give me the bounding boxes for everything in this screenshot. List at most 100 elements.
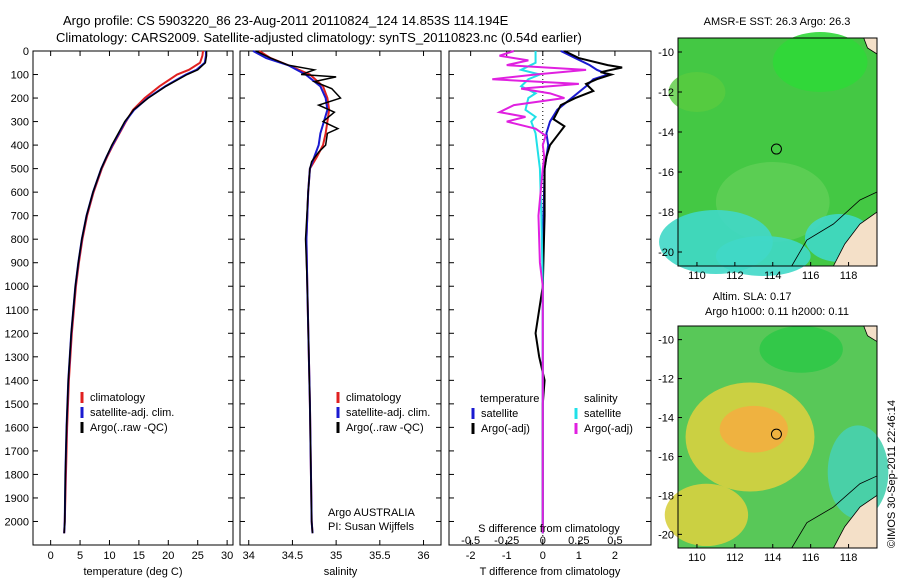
diff-s-tick-label: -0.25: [494, 535, 519, 547]
depth-tick-label: 600: [11, 187, 29, 199]
diff-t-argo-line: [534, 50, 623, 534]
temperature-plot-frame: [32, 50, 234, 546]
sst_map-xtick-label: 118: [840, 270, 858, 282]
depth-tick-label: 1700: [5, 446, 29, 458]
depth-tick-label: 800: [11, 234, 29, 246]
sla_map-frame: [677, 325, 878, 549]
temp-argo-line: [63, 51, 208, 534]
temperature-legend-label: climatology: [90, 392, 146, 404]
argo-country-label: Argo AUSTRALIA: [328, 507, 415, 519]
sst_map-xtick-label: 116: [802, 270, 820, 282]
salinity-xtick-label: 35: [330, 550, 342, 562]
sst_map-ytick-label: -18: [658, 207, 674, 219]
sst_map-field: [659, 32, 878, 276]
depth-tick-label: 700: [11, 211, 29, 223]
salinity-xtick-label: 34: [243, 550, 255, 562]
sst_map-xtick-label: 110: [688, 270, 706, 282]
sla_map-field-patch: [664, 483, 749, 547]
diff-s-argo-line: [492, 50, 587, 534]
diff-legend-label: satellite: [481, 408, 518, 420]
imos-credit: ©IMOS 30-Sep-2011 22:46:14: [886, 400, 898, 548]
salinity-xtick-label: 36: [417, 550, 429, 562]
depth-tick-label: 300: [11, 117, 29, 129]
sst_map-ytick-label: -12: [658, 87, 674, 99]
diff-s-axis-label: S difference from climatology: [478, 523, 620, 535]
depth-tick-label: 1600: [5, 422, 29, 434]
diff-legend-label: satellite: [584, 408, 621, 420]
sla_map-xtick-label: 114: [764, 552, 782, 564]
depth-tick-label: 200: [11, 93, 29, 105]
sla_map-xtick-label: 118: [840, 552, 858, 564]
differences-xtick-label: 2: [612, 550, 618, 562]
salinity-xlabel: salinity: [324, 566, 358, 578]
sla_map-field-patch: [759, 326, 843, 373]
sla_map-isobath: [791, 475, 878, 549]
depth-tick-label: 1100: [5, 305, 29, 317]
temperature-xtick-label: 5: [77, 550, 83, 562]
temperature-legend-label: satellite-adj. clim.: [90, 407, 174, 419]
sst_map-ytick-label: -14: [658, 127, 674, 139]
sst_map-xtick-label: 114: [764, 270, 782, 282]
header-line-1: Argo profile: CS 5903220_86 23-Aug-2011 …: [63, 13, 509, 28]
depth-tick-label: 1900: [5, 493, 29, 505]
sst_map-argo-marker: [770, 143, 782, 155]
depth-tick-label: 1300: [5, 352, 29, 364]
sla_map-xtick-label: 112: [726, 552, 744, 564]
depth-tick-label: 1200: [5, 328, 29, 340]
differences-xtick-label: 1: [576, 550, 582, 562]
sla_map-ytick-label: -16: [658, 451, 674, 463]
differences-xtick-label: -2: [466, 550, 476, 562]
temperature-xtick-label: 10: [103, 550, 115, 562]
temperature-xtick-label: 15: [133, 550, 145, 562]
temperature-xlabel: temperature (deg C): [83, 566, 182, 578]
depth-tick-label: 100: [11, 70, 29, 82]
sst_map-frame: [677, 37, 878, 267]
temperature-xtick-label: 0: [48, 550, 54, 562]
depth-tick-label: 400: [11, 140, 29, 152]
sst_map-xtick-label: 112: [726, 270, 744, 282]
sla-map-title: Altim. SLA: 0.17: [713, 291, 792, 303]
diff-legend-temperature-title: temperature: [480, 393, 539, 405]
sla_map-field-patch: [827, 425, 889, 519]
sst_map-ytick-label: -16: [658, 167, 674, 179]
salinity-xtick-label: 34.5: [282, 550, 303, 562]
sst-map-title: AMSR-E SST: 26.3 Argo: 26.3: [704, 16, 851, 28]
diff-legend-label: Argo(-adj): [481, 423, 530, 435]
sal-argo-line: [255, 50, 342, 534]
diff-s-tick-label: -0.5: [461, 535, 480, 547]
depth-tick-label: 1500: [5, 399, 29, 411]
depth-tick-label: 1400: [5, 375, 29, 387]
depth-tick-label: 1000: [5, 281, 29, 293]
header-line-2: Climatology: CARS2009. Satellite-adjuste…: [56, 30, 582, 45]
diff-s-tick-label: 0.5: [607, 535, 622, 547]
temperature-xtick-label: 30: [221, 550, 233, 562]
depth-tick-label: 500: [11, 164, 29, 176]
diff-s-tick-label: 0: [540, 535, 546, 547]
sla_map-field-patch: [719, 405, 788, 453]
sla_map-xtick-label: 116: [802, 552, 820, 564]
sla_map-ytick-label: -14: [658, 413, 674, 425]
salinity-legend-label: Argo(..raw -QC): [346, 422, 424, 434]
diff-legend-salinity-title: salinity: [584, 393, 618, 405]
differences-xtick-label: -1: [502, 550, 512, 562]
sla_map-ytick-label: -10: [658, 335, 674, 347]
depth-tick-label: 2000: [5, 516, 29, 528]
depth-tick-label: 900: [11, 258, 29, 270]
sla_map-ytick-label: -12: [658, 374, 674, 386]
diff-s-tick-label: 0.25: [568, 535, 589, 547]
sst_map-field-patch: [668, 72, 726, 112]
sla_map-argo-marker: [770, 428, 782, 440]
temperature-legend-label: Argo(..raw -QC): [90, 422, 168, 434]
sla-map-subtitle: Argo h1000: 0.11 h2000: 0.11: [705, 306, 849, 318]
salinity-xtick-label: 35.5: [369, 550, 390, 562]
sla_map-ytick-label: -18: [658, 490, 674, 502]
sla_map-xtick-label: 110: [688, 552, 706, 564]
temperature-xtick-label: 20: [162, 550, 174, 562]
sst_map-ytick-label: -10: [658, 47, 674, 59]
salinity-plot-frame: [239, 50, 442, 546]
sla_map-ytick-label: -20: [658, 529, 674, 541]
depth-tick-label: 1800: [5, 469, 29, 481]
sst_map-ytick-label: -20: [658, 247, 674, 259]
diff-s-satellite-line: [518, 51, 544, 534]
differences-xtick-label: 0: [540, 550, 546, 562]
